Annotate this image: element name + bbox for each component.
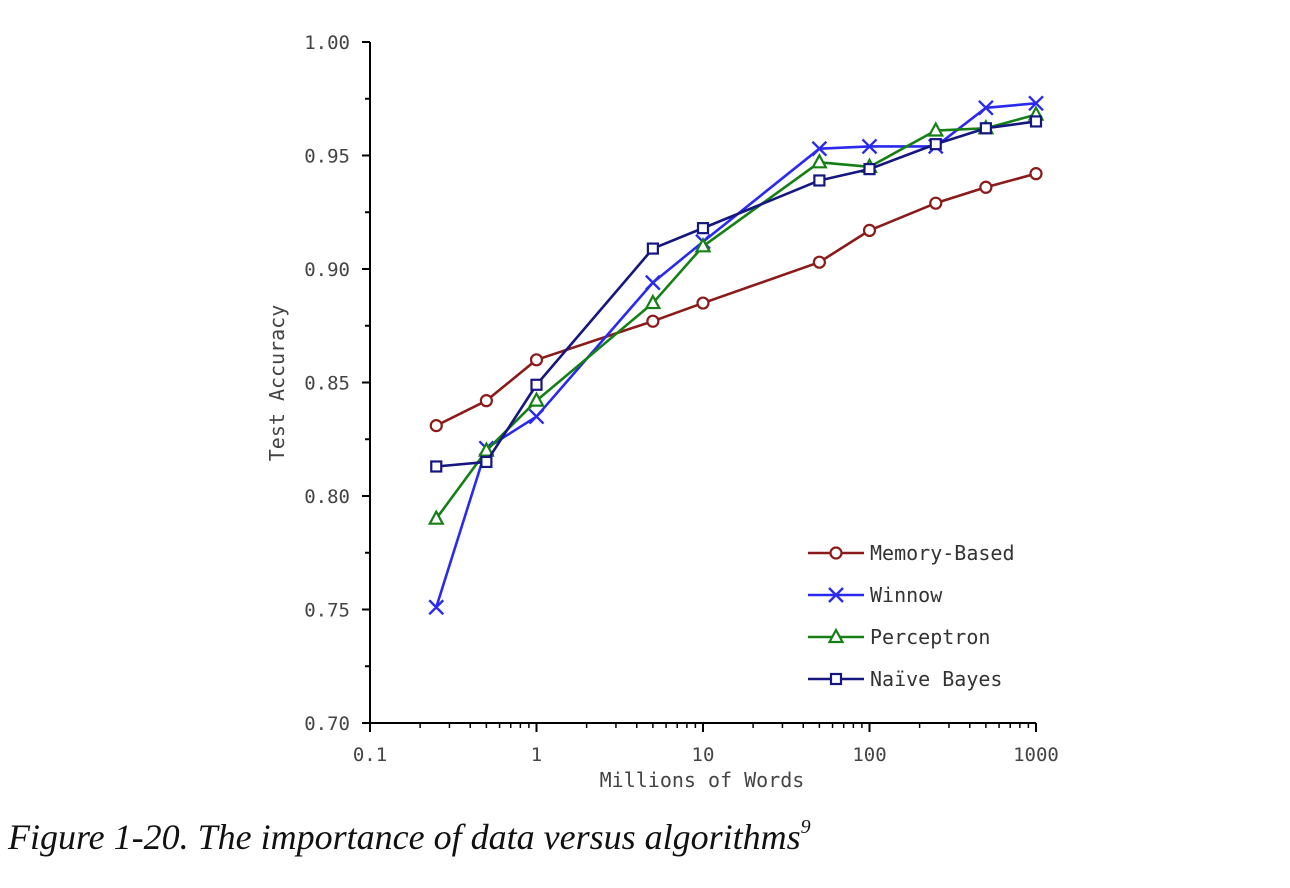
data-point [929,196,943,210]
caption-text: Figure 1-20. The importance of data vers… [8,817,801,857]
legend-item: Memory-Based [808,541,1015,565]
legend-label: Naïve Bayes [870,667,1002,691]
legend-label: Perceptron [870,625,990,649]
x-axis-title: Millions of Words [600,768,805,792]
y-tick-label: 1.00 [304,32,350,54]
series-memory-based [429,167,1043,433]
legend-item: Winnow [808,583,943,607]
data-point [427,509,445,525]
data-point [929,138,942,151]
data-point [1029,115,1043,128]
data-point [528,391,545,407]
series-line [435,172,1037,427]
legend-swatch-marker [827,627,845,644]
legend: Memory-Based Winnow Perceptron Naïve Bayes [808,541,1015,691]
x-tick-label: 10 [692,744,715,766]
y-tick-label: 0.75 [304,600,350,622]
data-point [696,222,710,235]
data-point [1028,95,1044,112]
data-point [528,408,545,425]
legend-label: Winnow [870,583,943,607]
data-point [530,378,543,391]
data-point [861,138,878,155]
y-tick-label: 0.80 [304,486,350,508]
data-point [479,394,493,408]
data-point [979,122,992,135]
legend-swatch-marker [829,546,843,560]
data-point [978,99,994,116]
data-point [694,236,712,253]
data-point [645,274,661,291]
data-point [811,140,828,157]
y-tick-label: 0.95 [304,146,350,168]
data-point [429,419,443,433]
series-na-ve-bayes [430,115,1043,473]
data-point [428,599,445,616]
data-point [979,180,993,194]
x-tick-label: 100 [852,744,886,766]
legend-swatch-marker [828,587,844,603]
data-point [478,441,495,457]
figure-caption: Figure 1-20. The importance of data vers… [8,816,811,858]
x-tick-label: 0.1 [353,744,387,766]
data-point [863,163,876,176]
data-point [812,255,826,269]
x-tick-label: 1 [531,744,542,766]
data-point [927,121,945,137]
data-point [1029,167,1043,181]
data-point [529,353,544,367]
legend-item: Naïve Bayes [808,667,1002,691]
series-line [436,120,1037,468]
series-perceptron [427,105,1045,525]
caption-footnote: 9 [800,816,811,838]
x-tick-label: 1000 [1013,744,1059,766]
data-point [430,460,443,473]
data-point [644,293,662,310]
data-point [646,242,659,255]
series-line [435,113,1037,520]
accuracy-chart: 0.70 0.75 0.80 0.85 0.90 0.95 1.00 0.1 1 10 100 100… [265,32,1059,792]
data-point [811,153,828,169]
y-axis-title: Test Accuracy [265,305,289,462]
data-point [646,314,660,328]
series-line [435,101,1037,608]
axes: 0.70 0.75 0.80 0.85 0.90 0.95 1.00 0.1 1 10 100 100… [304,32,1059,766]
y-tick-label: 0.70 [304,713,350,735]
legend-swatch-marker [829,672,843,686]
y-tick-label: 0.85 [304,373,350,395]
y-tick-label: 0.90 [304,259,350,281]
legend-label: Memory-Based [870,541,1015,565]
data-point [813,174,826,187]
data-point [480,455,493,469]
legend-item: Perceptron [808,625,990,649]
series-layer [427,95,1045,616]
data-point [862,223,877,238]
data-point [696,296,710,310]
series-winnow [428,95,1044,616]
